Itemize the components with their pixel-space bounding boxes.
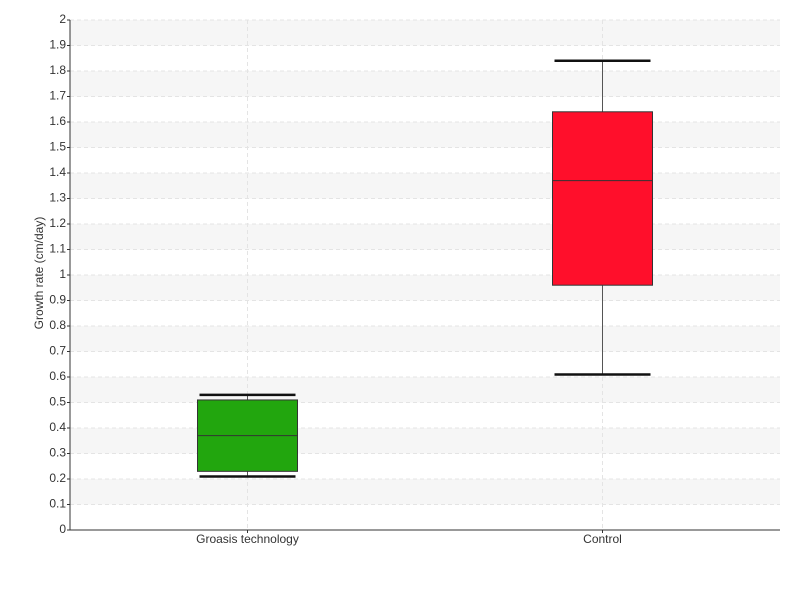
y-tick-label: 1.7	[49, 89, 66, 103]
grid-band	[70, 377, 780, 403]
y-tick-label: 1	[59, 267, 66, 281]
y-tick-label: 1.4	[49, 165, 66, 179]
y-axis-label: Growth rate (cm/day)	[32, 217, 46, 330]
grid-band	[70, 173, 780, 199]
y-tick-label: 0.2	[49, 471, 66, 485]
y-tick-label: 2	[59, 12, 66, 26]
grid-band	[70, 479, 780, 505]
grid-band	[70, 71, 780, 97]
y-tick-label: 0.1	[49, 497, 66, 511]
y-tick-label: 1.2	[49, 216, 66, 230]
grid-band	[70, 224, 780, 250]
y-tick-label: 0	[59, 522, 66, 536]
grid-band	[70, 326, 780, 352]
y-tick-label: 1.3	[49, 191, 66, 205]
box	[552, 111, 653, 286]
grid-band	[70, 122, 780, 148]
y-tick-label: 1.8	[49, 63, 66, 77]
y-tick-label: 1.6	[49, 114, 66, 128]
y-tick-label: 0.4	[49, 420, 66, 434]
y-tick-label: 1.9	[49, 38, 66, 52]
y-tick-label: 0.3	[49, 446, 66, 460]
y-tick-label: 1.5	[49, 140, 66, 154]
y-tick-label: 0.6	[49, 369, 66, 383]
grid-band	[70, 428, 780, 454]
y-tick-label: 0.9	[49, 293, 66, 307]
grid-band	[70, 20, 780, 46]
y-tick-label: 0.8	[49, 318, 66, 332]
y-tick-label: 1.1	[49, 242, 66, 256]
x-tick-label: Control	[583, 532, 622, 546]
y-tick-label: 0.7	[49, 344, 66, 358]
y-tick-label: 0.5	[49, 395, 66, 409]
x-tick-label: Groasis technology	[196, 532, 299, 546]
grid-band	[70, 275, 780, 301]
